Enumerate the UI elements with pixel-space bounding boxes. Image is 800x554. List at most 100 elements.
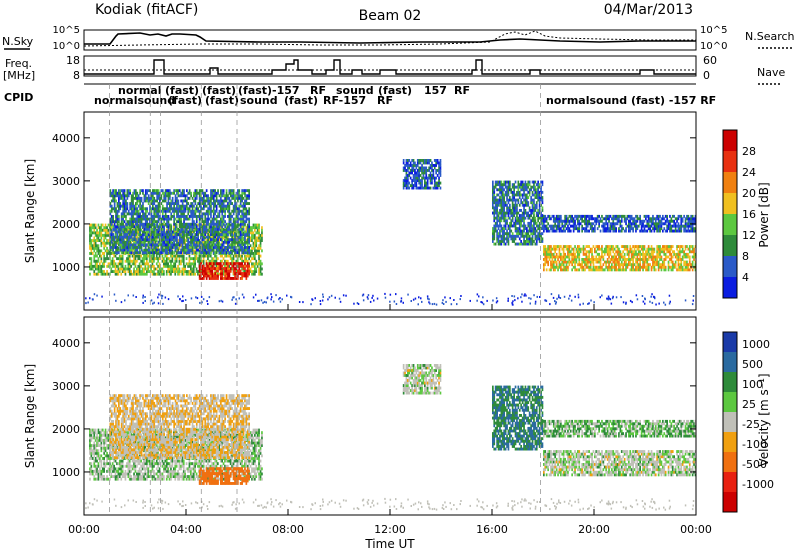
power-cell [182,257,185,261]
power-cell [139,246,141,249]
power-cell [130,272,132,276]
power-cell [217,274,219,278]
power-cell [140,248,143,252]
power-cell [418,171,420,175]
power-cell [238,246,240,250]
power-cell [187,264,189,268]
power-cell [180,207,182,211]
power-cell [214,235,216,239]
power-cell [239,235,242,239]
power-cell [256,262,259,266]
power-cell [516,214,518,217]
power-cell [185,231,188,235]
power-cell [101,272,104,276]
power-cell [109,233,112,236]
power-cell [110,235,113,239]
power-cell [129,202,131,205]
power-cell [605,247,607,251]
power-cell [112,246,114,249]
power-cell [195,251,198,255]
power-cell [111,231,114,235]
power-cell [101,264,104,268]
power-cell [195,225,198,229]
power-cell [228,204,231,208]
power-cell [439,171,442,175]
power-cell [147,217,150,221]
power-cell [109,240,112,244]
power-cell [147,267,150,271]
power-cell [249,254,252,258]
power-cell [245,226,248,230]
power-cell [112,217,114,221]
power-cell [133,223,135,227]
power-cell [97,226,100,230]
power-cell [128,270,131,273]
power-cell [116,272,118,276]
power-cell [599,263,602,267]
power-cell [103,239,105,242]
power-cell [158,262,161,266]
power-cell [241,254,243,258]
power-cell [94,259,97,263]
power-cell [222,272,225,276]
power-cell [139,238,141,242]
power-cell [115,225,117,229]
power-cell [186,215,188,218]
power-cell [112,235,114,239]
power-cell [163,262,165,266]
power-cell [140,254,142,258]
power-cell [605,263,607,267]
power-cell [137,264,140,268]
power-cell [163,264,165,268]
power-cell [132,233,134,236]
power-cell [124,226,127,230]
power-cell [150,241,152,245]
power-cell [89,233,91,237]
power-cell [135,207,137,211]
power-cell [245,215,248,218]
power-cell [157,240,160,244]
power-cell [150,212,153,216]
power-cell [117,246,120,250]
power-cell [251,257,253,261]
power-cell [548,258,551,261]
power-cell [214,243,216,247]
power-cell [578,258,581,261]
power-cell [584,247,586,251]
power-cell [122,199,124,203]
power-cell [125,246,127,249]
power-cell [178,270,181,273]
power-cell [126,243,129,247]
power-cell [197,233,199,236]
power-cell [122,235,124,239]
power-cell [144,238,147,242]
power-cell [232,231,235,235]
power-cell [256,252,259,255]
power-cell [137,227,140,231]
power-cell [158,264,161,268]
power-cell [251,262,253,266]
power-cell [142,204,144,208]
power-cell [239,238,242,242]
cpid-label-rf157: RF-157 [323,94,366,107]
power-cell [222,194,225,198]
power-cell [543,265,545,269]
power-cell [195,257,198,261]
power-cell [115,246,117,249]
power-cell [254,272,256,276]
power-cell [183,238,185,242]
power-cell [182,254,185,258]
power-cell [153,259,155,263]
power-cell [168,264,171,268]
power-cell [147,248,150,252]
power-cell [132,209,134,213]
power-cell [258,246,260,250]
power-cell [129,248,131,252]
power-cell [518,196,521,199]
power-cell [494,206,497,210]
power-cell [144,267,147,271]
power-cell [140,264,142,268]
power-cell [493,190,496,194]
power-cell [163,217,165,221]
power-cell [526,193,528,197]
